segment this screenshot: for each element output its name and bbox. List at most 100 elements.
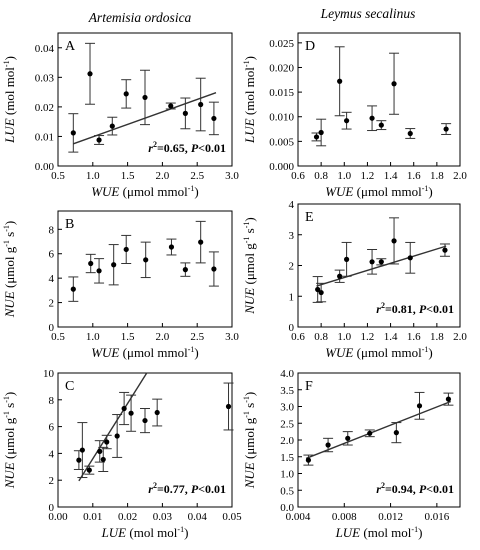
fit-annotation: r2=0.77, P<0.01 — [148, 481, 226, 496]
data-point — [337, 78, 343, 84]
y-tick-label: 0.015 — [269, 87, 294, 99]
data-point — [407, 130, 413, 137]
data-point — [168, 103, 174, 109]
x-axis-label-close: ) — [184, 525, 188, 540]
y-tick-label: 1 — [289, 291, 295, 303]
x-tick-label: 0.00 — [48, 511, 68, 523]
data-point — [305, 457, 312, 463]
x-tick-label: 1.6 — [407, 170, 421, 182]
data-point — [318, 289, 324, 296]
annotation-sup: 2 — [381, 481, 385, 490]
data-point — [111, 262, 117, 268]
regression-line — [78, 372, 148, 482]
y-tick-label: 2.0 — [280, 435, 294, 447]
x-axis-label: WUE (μmol mmol-1) — [91, 345, 199, 360]
x-tick-label: 1.8 — [430, 331, 444, 343]
annotation-p: P — [191, 141, 199, 155]
data-point — [225, 403, 232, 410]
x-axis-label-main: WUE — [91, 184, 119, 199]
data-point — [337, 273, 343, 279]
y-tick-label: 10 — [43, 368, 55, 380]
data-point — [211, 115, 217, 122]
y-tick-label: 3.5 — [280, 385, 294, 397]
x-axis-label-main: WUE — [325, 345, 353, 360]
data-point — [109, 123, 115, 129]
data-point — [96, 268, 102, 274]
data-point — [104, 439, 110, 445]
data-point — [114, 433, 120, 439]
data-point — [313, 134, 320, 140]
y-tick-label: 0.5 — [280, 485, 294, 497]
data-point — [407, 255, 413, 261]
y-tick-label: 0.025 — [269, 38, 294, 50]
annotation-sup: 2 — [381, 301, 385, 310]
x-tick-label: 0.03 — [153, 511, 173, 523]
y-tick-label: 1.5 — [280, 452, 294, 464]
data-point — [88, 260, 94, 267]
x-axis-label: LUE (mol mol-1) — [101, 525, 189, 540]
x-axis-label-unit: (mol mol — [126, 525, 178, 540]
y-tick-label: 4 — [289, 199, 295, 211]
data-point — [325, 442, 331, 448]
x-axis-label-main: WUE — [91, 345, 119, 360]
y-tick-label: 0.005 — [269, 136, 294, 148]
y-axis-label-unit: (μmol g — [2, 246, 17, 291]
x-axis-label-main: WUE — [325, 184, 353, 199]
column-title-left: Artemisia ordosica — [88, 10, 192, 25]
data-point — [70, 286, 76, 292]
y-axis-label-exp: -1 — [242, 60, 251, 67]
panel-a: 0.5 1.0 1.5 2.0 2.5 3.0 0.00 0.01 0.02 0.03 0.04 A W… — [2, 32, 239, 199]
annotation-r: r — [376, 482, 381, 496]
y-tick-label: 8 — [49, 395, 55, 407]
data-point — [344, 256, 350, 262]
x-tick-label: 1.5 — [121, 331, 135, 343]
annotation-p: P — [191, 482, 199, 496]
data-point — [97, 448, 103, 454]
x-tick-label: 2.5 — [190, 170, 204, 182]
x-tick-label: 1.2 — [361, 331, 375, 343]
annotation-p-value: <0.01 — [426, 302, 454, 316]
data-point — [442, 247, 448, 253]
data-point — [367, 430, 373, 436]
y-axis-label-exp: -1 — [2, 411, 11, 418]
data-point — [86, 467, 92, 473]
data-point — [391, 81, 397, 87]
y-tick-label: 2.5 — [280, 418, 294, 430]
y-axis-label-close: ) — [242, 392, 257, 396]
x-axis-label-exp: -1 — [422, 345, 429, 354]
x-axis-label-unit: (μmol mmol — [119, 184, 188, 199]
data-point — [79, 447, 85, 453]
data-point — [318, 129, 324, 136]
y-axis-label-exp2: -1 — [2, 225, 11, 232]
y-axis-label-close: ) — [242, 217, 257, 221]
fit-annotation: r2=0.65, P<0.01 — [148, 140, 226, 155]
x-tick-label: 1.0 — [337, 170, 351, 182]
y-tick-label: 4.0 — [280, 368, 294, 380]
x-axis-label-exp: -1 — [411, 525, 418, 534]
plot-frame — [57, 32, 233, 167]
data-point — [123, 91, 129, 97]
x-tick-label: 2.0 — [453, 170, 467, 182]
y-axis-label-exp: -1 — [242, 411, 251, 418]
y-axis-label-unit: (μmol g — [2, 417, 17, 462]
data-point — [445, 396, 452, 402]
data-point — [182, 267, 188, 273]
panel-f: 0.004 0.008 0.012 0.016 0.0 0.5 1.0 1.5 2.0 2.5 3.… — [242, 368, 461, 540]
x-axis-label-unit: (μmol mmol — [119, 345, 188, 360]
x-tick-label: 1.8 — [430, 170, 444, 182]
y-axis-label-close: ) — [242, 56, 257, 60]
x-axis-label: LUE (mol mol-1) — [335, 525, 423, 540]
y-axis-label-exp2: -1 — [242, 396, 251, 403]
data-point — [121, 405, 127, 412]
y-axis-label-close: ) — [2, 221, 17, 225]
x-tick-label: 0.02 — [118, 511, 137, 523]
x-tick-label: 2.0 — [453, 331, 467, 343]
y-tick-label: 0 — [49, 322, 55, 334]
annotation-p-value: <0.01 — [198, 482, 226, 496]
panel-letter: B — [65, 217, 74, 232]
x-tick-label: 1.0 — [337, 331, 351, 343]
annotation-value: =0.81, — [385, 302, 419, 316]
data-point — [76, 457, 82, 463]
x-axis-label-close: ) — [194, 184, 198, 199]
